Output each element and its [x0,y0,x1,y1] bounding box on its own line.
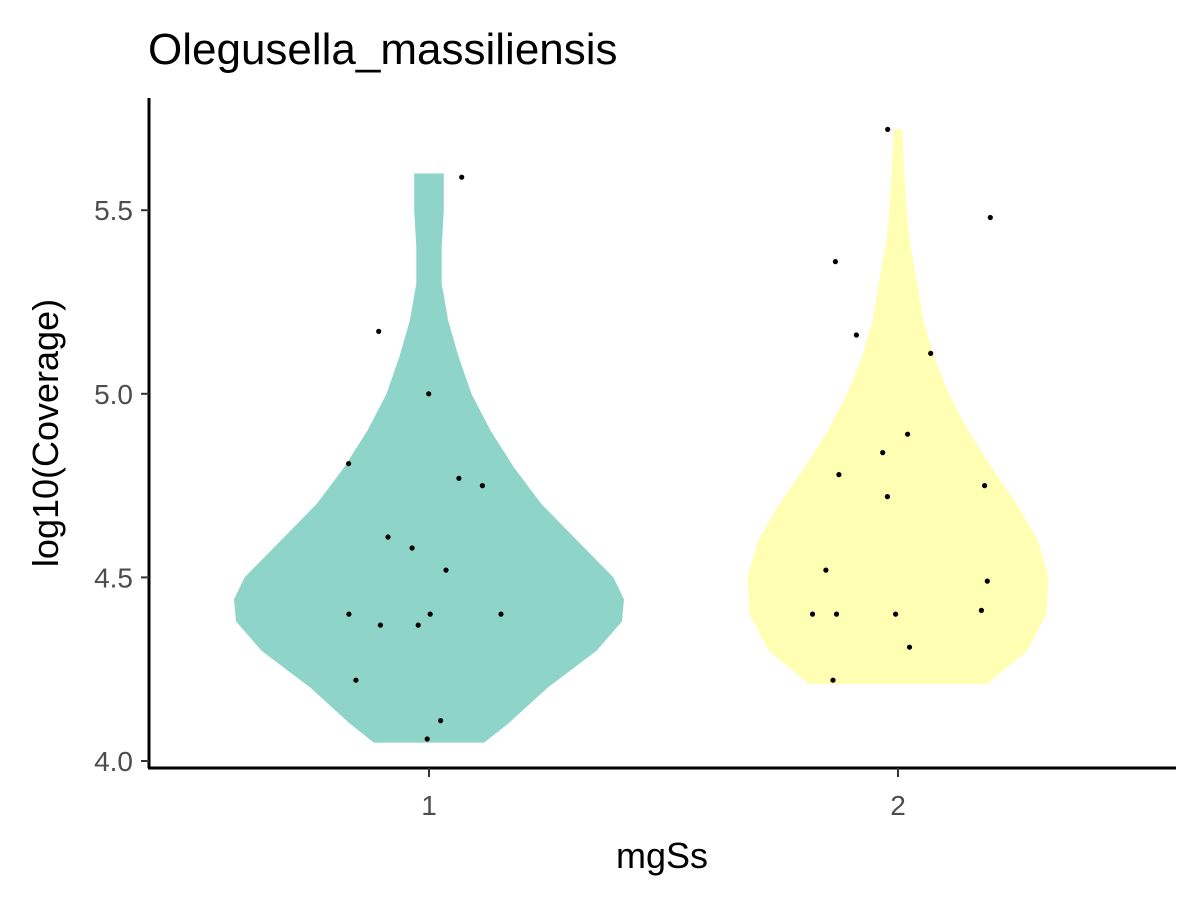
data-point [832,259,839,265]
data-point [830,677,836,683]
violin-1 [234,173,624,743]
data-point [438,718,444,724]
y-axis-label: log10(Coverage) [25,299,66,567]
data-point [459,174,465,180]
data-point [885,126,891,132]
x-tick-label: 1 [421,790,437,821]
y-tick-label: 5.0 [94,379,133,410]
data-point [415,622,421,628]
data-point [479,483,485,489]
data-point [984,578,990,584]
data-point [427,611,433,617]
data-point [823,567,829,573]
data-point [353,677,359,683]
data-point [385,534,391,540]
data-point [376,328,382,334]
axis-ticks: 4.0 4.5 5.0 5.5 1 2 [94,195,906,821]
data-point [884,494,891,500]
data-point [346,461,352,467]
data-point [836,472,842,478]
x-axis-label: mgSs [616,835,708,876]
data-point [426,391,432,397]
chart-title: Olegusella_massiliensis [148,25,618,74]
y-tick-label: 4.5 [94,562,133,593]
data-point [443,567,449,573]
data-point [978,607,985,614]
violin-2 [747,129,1049,684]
data-point [928,350,934,356]
data-point [905,431,911,437]
data-point [346,611,352,617]
data-point [880,450,886,456]
data-point [424,736,430,742]
data-point [377,622,383,628]
data-point [809,611,816,617]
data-point [982,483,988,489]
plot-area [234,126,1049,743]
data-point [906,644,913,650]
data-point [987,214,993,221]
data-point [409,545,415,551]
x-tick-label: 2 [890,790,906,821]
data-point [456,475,462,481]
y-tick-label: 5.5 [94,195,133,226]
data-point [893,611,899,617]
y-tick-label: 4.0 [94,746,133,777]
data-point [853,332,860,338]
data-point [498,611,504,617]
data-point [833,611,840,617]
